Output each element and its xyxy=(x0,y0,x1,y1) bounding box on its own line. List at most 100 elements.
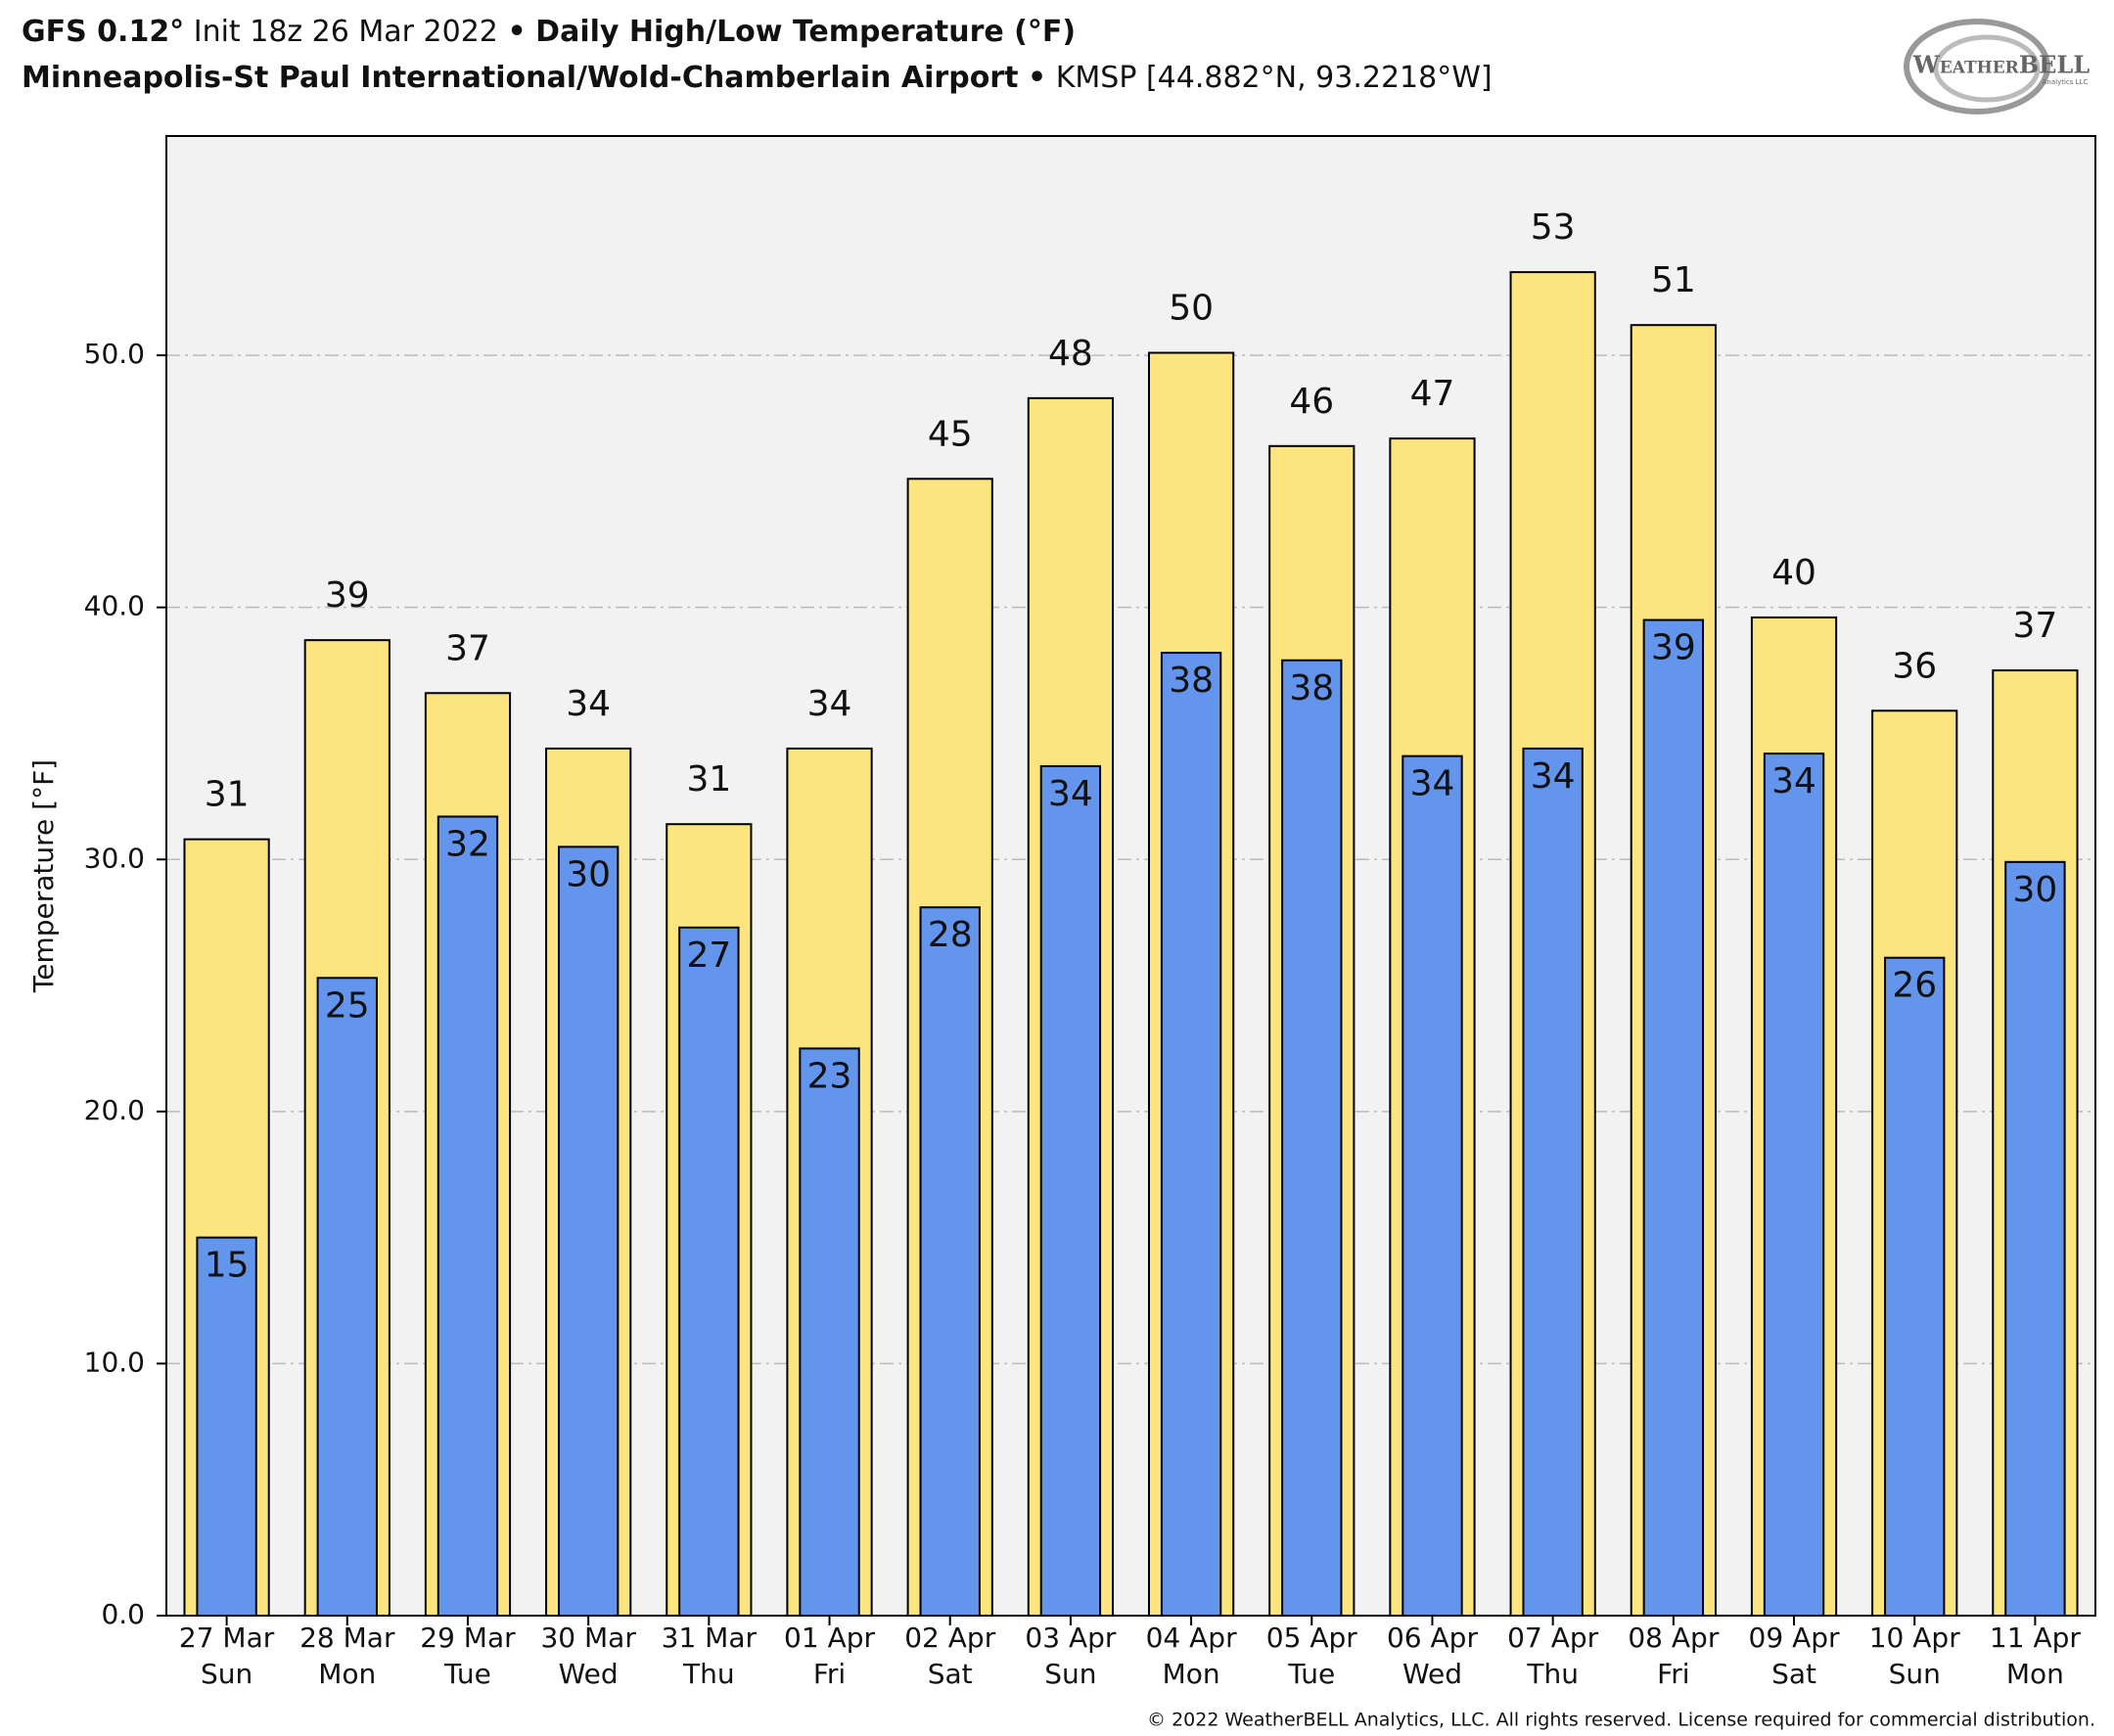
value-label: 47 xyxy=(1410,374,1455,414)
value-label: 39 xyxy=(325,575,370,616)
x-tick-label: 07 Apr xyxy=(1507,1622,1598,1654)
x-tick-sublabel: Fri xyxy=(813,1658,846,1690)
chart-title: GFS 0.12° Init 18z 26 Mar 2022 • Daily H… xyxy=(22,15,1076,49)
x-tick-label: 30 Mar xyxy=(540,1622,636,1654)
logo-text: WeatherBELL xyxy=(1912,51,2090,79)
bar xyxy=(919,906,981,1617)
copyright: © 2022 WeatherBELL Analytics, LLC. All r… xyxy=(1147,1710,2095,1731)
x-tick-sublabel: Sun xyxy=(201,1658,253,1690)
x-tick-sublabel: Sat xyxy=(1771,1658,1816,1690)
value-label: 38 xyxy=(1289,668,1334,708)
value-label: 25 xyxy=(325,985,370,1026)
value-label: 53 xyxy=(1531,207,1576,248)
x-tick-label: 05 Apr xyxy=(1266,1622,1357,1654)
bar xyxy=(1522,747,1584,1617)
logo-swirl xyxy=(1933,34,2041,103)
value-label: 51 xyxy=(1651,260,1696,300)
x-tick-sublabel: Thu xyxy=(682,1658,735,1690)
value-label: 46 xyxy=(1289,382,1334,422)
value-label: 34 xyxy=(1410,764,1455,804)
logo-swirl xyxy=(1904,19,2050,114)
y-tick-label: 10.0 xyxy=(84,1346,145,1378)
bar xyxy=(1642,618,1705,1617)
logo-sub: Analytics LLC xyxy=(2043,78,2089,86)
x-tick-sublabel: Thu xyxy=(1526,1658,1579,1690)
subtitle-separator: • xyxy=(1028,61,1046,95)
value-label: 34 xyxy=(807,684,852,724)
bar xyxy=(1160,652,1222,1617)
x-tick-sublabel: Tue xyxy=(443,1658,491,1690)
bar xyxy=(1884,956,1946,1617)
value-label: 36 xyxy=(1892,646,1937,686)
x-tick-sublabel: Tue xyxy=(1287,1658,1335,1690)
value-label: 30 xyxy=(566,854,611,894)
value-label: 34 xyxy=(1771,761,1816,801)
x-tick-sublabel: Mon xyxy=(2006,1658,2064,1690)
subtitle-location: KMSP [44.882°N, 93.2218°W] xyxy=(1056,61,1493,95)
value-label: 40 xyxy=(1771,553,1816,593)
value-label: 34 xyxy=(566,684,611,724)
plot-frame xyxy=(165,135,2096,1617)
x-tick-label: 01 Apr xyxy=(784,1622,875,1654)
x-tick-label: 28 Mar xyxy=(299,1622,395,1654)
value-label: 34 xyxy=(1048,774,1093,814)
x-tick-label: 27 Mar xyxy=(179,1622,275,1654)
x-tick-sublabel: Wed xyxy=(1402,1658,1462,1690)
y-axis-label: Temperature [°F] xyxy=(27,759,60,993)
y-tick-label: 0.0 xyxy=(101,1598,145,1630)
value-label: 34 xyxy=(1531,756,1576,797)
x-tick-sublabel: Sat xyxy=(928,1658,973,1690)
bar xyxy=(437,815,499,1617)
value-label: 31 xyxy=(686,759,731,799)
bar xyxy=(1281,659,1343,1617)
x-tick-label: 11 Apr xyxy=(1990,1622,2081,1654)
x-tick-label: 31 Mar xyxy=(662,1622,758,1654)
title-init: Init 18z 26 Mar 2022 xyxy=(194,15,498,49)
bar xyxy=(196,1236,257,1618)
title-model: GFS 0.12° xyxy=(22,15,184,49)
x-tick-label: 29 Mar xyxy=(420,1622,516,1654)
value-label: 39 xyxy=(1651,628,1696,668)
value-label: 45 xyxy=(928,414,973,454)
bar xyxy=(2004,860,2066,1617)
value-label: 31 xyxy=(205,775,250,815)
value-label: 26 xyxy=(1892,966,1937,1006)
x-tick-label: 04 Apr xyxy=(1146,1622,1237,1654)
x-tick-sublabel: Mon xyxy=(1163,1658,1220,1690)
y-tick-label: 20.0 xyxy=(84,1094,145,1126)
x-tick-label: 10 Apr xyxy=(1869,1622,1960,1654)
subtitle-station: Minneapolis-St Paul International/Wold-C… xyxy=(22,61,1018,95)
value-label: 38 xyxy=(1169,661,1214,701)
x-tick-label: 03 Apr xyxy=(1025,1622,1116,1654)
y-tick-label: 50.0 xyxy=(84,338,145,370)
plot: 31 39 37 34 31 34 45 48 50 46 47 53 51 40 36 37 15 25 32 30… xyxy=(166,207,2095,1618)
bar xyxy=(1763,753,1825,1617)
chart-subtitle: Minneapolis-St Paul International/Wold-C… xyxy=(22,61,1493,95)
bar xyxy=(557,845,620,1617)
x-tick-sublabel: Fri xyxy=(1657,1658,1689,1690)
bar xyxy=(799,1047,860,1617)
value-label: 37 xyxy=(2013,606,2058,646)
x-tick-sublabel: Sun xyxy=(1889,1658,1941,1690)
bar xyxy=(1402,754,1463,1617)
x-tick-sublabel: Sun xyxy=(1044,1658,1096,1690)
y-tick-label: 30.0 xyxy=(84,842,145,874)
value-label: 27 xyxy=(686,936,731,976)
value-label: 32 xyxy=(445,824,490,864)
value-label: 15 xyxy=(205,1246,250,1286)
value-label: 48 xyxy=(1048,334,1093,374)
x-tick-label: 02 Apr xyxy=(904,1622,995,1654)
x-tick-label: 08 Apr xyxy=(1628,1622,1719,1654)
value-label: 30 xyxy=(2013,870,2058,910)
logo: WeatherBELL Analytics LLC xyxy=(1904,19,2090,114)
value-label: 50 xyxy=(1169,289,1214,329)
x-tick-sublabel: Wed xyxy=(559,1658,619,1690)
bar xyxy=(316,977,378,1617)
x-tick-label: 09 Apr xyxy=(1749,1622,1840,1654)
title-product: Daily High/Low Temperature (°F) xyxy=(535,15,1076,49)
value-label: 23 xyxy=(807,1056,852,1096)
value-label: 37 xyxy=(445,628,490,668)
title-separator: • xyxy=(507,15,526,49)
x-tick-sublabel: Mon xyxy=(318,1658,376,1690)
